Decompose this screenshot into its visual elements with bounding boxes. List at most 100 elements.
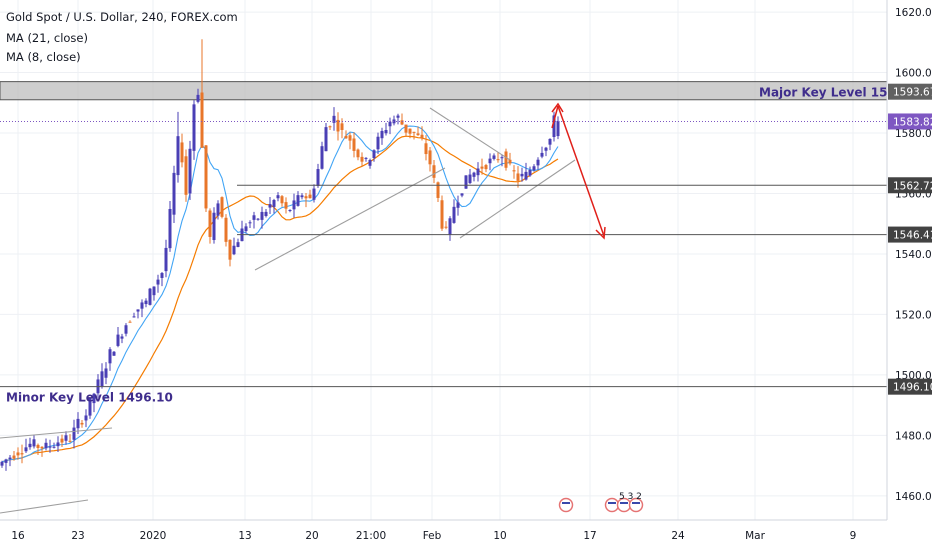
- projection-arrows: [551, 102, 606, 240]
- price-tick-label: 1460.00: [895, 491, 932, 503]
- candle-body: [484, 165, 488, 170]
- candle-body: [364, 157, 368, 159]
- candle-body: [260, 211, 264, 220]
- price-axis-bg: [887, 0, 932, 550]
- candle-body: [392, 119, 396, 124]
- candle-body: [436, 182, 440, 198]
- candle-body: [76, 418, 80, 429]
- candle-body: [488, 158, 492, 164]
- candle-body: [188, 148, 192, 194]
- candle-body: [40, 446, 44, 449]
- candle-body: [196, 94, 200, 102]
- candle-body: [336, 119, 340, 132]
- candle-body: [72, 427, 76, 440]
- candle-body: [252, 215, 256, 220]
- candle-body: [448, 218, 452, 235]
- candle-body: [380, 130, 384, 139]
- candle-body: [48, 446, 52, 448]
- candle-body: [24, 447, 28, 452]
- candle-body: [496, 159, 500, 161]
- candle-body: [440, 200, 444, 229]
- candle-body: [36, 444, 40, 448]
- candle-body: [556, 120, 560, 137]
- price-tag: [888, 83, 932, 100]
- candle-body: [192, 104, 196, 151]
- event-flag-stripe: [620, 502, 628, 504]
- candle-body: [396, 115, 400, 118]
- candle-body: [304, 196, 308, 199]
- arrow-down-head: [595, 226, 606, 240]
- candle-body: [168, 209, 172, 249]
- price-tick-label: 1520.00: [895, 309, 932, 321]
- trendline-minor-1: [0, 427, 113, 439]
- candle-body: [88, 398, 92, 416]
- candle-body: [80, 422, 84, 425]
- candle-body: [0, 461, 4, 466]
- candle-body: [544, 147, 548, 151]
- ma8-legend[interactable]: MA (8, close): [6, 50, 81, 64]
- candle-body: [376, 136, 380, 150]
- candle-body: [456, 202, 460, 208]
- ma8-line: [1, 125, 559, 463]
- candle-body: [116, 334, 120, 346]
- candle-body: [264, 211, 268, 217]
- candle-body: [244, 226, 248, 232]
- trendline-minor-2: [0, 499, 89, 514]
- candle-body: [164, 247, 168, 272]
- candle-body: [216, 203, 220, 216]
- price-tag-label: 1562.72: [893, 180, 932, 192]
- candle-body: [324, 127, 328, 152]
- candle-body: [272, 200, 276, 207]
- candle-body: [480, 166, 484, 169]
- candle-body: [356, 149, 360, 158]
- time-tick-label: 17: [583, 530, 596, 542]
- trendline-lower-1: [254, 167, 446, 271]
- trendline-upper: [429, 107, 511, 161]
- arrow-up-head: [551, 102, 564, 113]
- price-tag: [888, 378, 932, 395]
- candle-body: [388, 121, 392, 127]
- candle-body: [552, 115, 556, 138]
- candle-body: [340, 123, 344, 130]
- candle-body: [236, 242, 240, 247]
- candle-body: [28, 443, 32, 448]
- ma21-legend[interactable]: MA (21, close): [6, 31, 88, 45]
- candle-body: [64, 435, 68, 441]
- candle-body: [208, 210, 212, 237]
- candle-body: [452, 206, 456, 223]
- candle-body: [320, 146, 324, 169]
- candles: [0, 39, 560, 471]
- price-tick-label: 1620.00: [895, 7, 932, 19]
- price-tick-label: 1580.00: [895, 128, 932, 140]
- price-tag: [888, 226, 932, 243]
- candle-body: [460, 193, 464, 196]
- candle-body: [172, 172, 176, 215]
- candle-body: [512, 170, 516, 172]
- price-tag: [888, 113, 932, 130]
- candle-body: [16, 452, 20, 456]
- candle-body: [224, 217, 228, 242]
- candle-body: [256, 218, 260, 220]
- candle-body: [128, 321, 132, 323]
- candle-body: [152, 286, 156, 296]
- candle-body: [204, 145, 208, 209]
- candle-body: [300, 195, 304, 198]
- candle-body: [288, 210, 292, 212]
- candle-body: [424, 143, 428, 155]
- time-axis-bg: [0, 520, 932, 550]
- candle-body: [248, 222, 252, 224]
- candle-body: [132, 316, 136, 318]
- candle-body: [520, 173, 524, 177]
- candle-body: [348, 135, 352, 141]
- time-tick-label: 21:00: [356, 530, 386, 542]
- time-tick-label: 13: [238, 530, 251, 542]
- candle-body: [44, 442, 48, 449]
- price-tag: [888, 177, 932, 194]
- candle-body: [292, 200, 296, 210]
- candle-body: [508, 159, 512, 164]
- time-tick-label: 16: [11, 530, 25, 542]
- candle-body: [52, 446, 56, 448]
- candle-body: [308, 194, 312, 199]
